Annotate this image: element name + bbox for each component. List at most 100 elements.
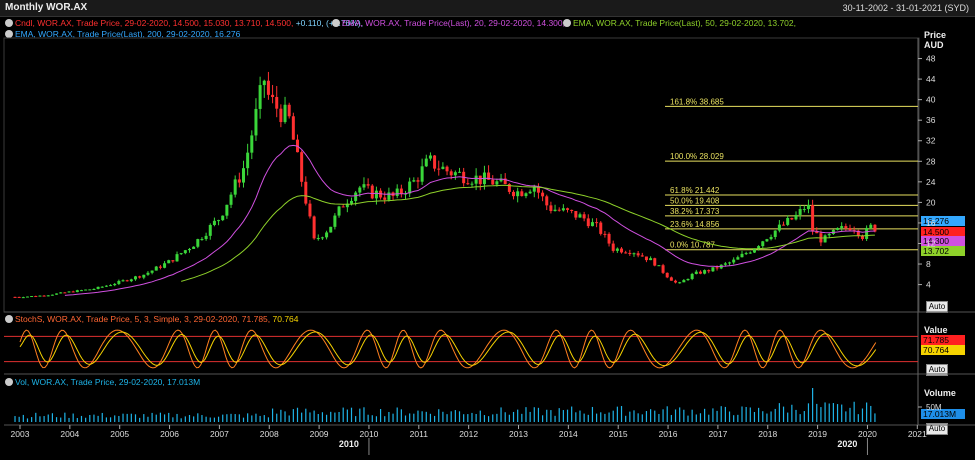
candle-body: [63, 292, 67, 294]
candle-body: [674, 280, 678, 283]
candle-body: [536, 186, 540, 193]
candle-body: [507, 184, 511, 192]
candle-body: [79, 290, 83, 292]
candle-body: [370, 185, 374, 199]
candle-body: [848, 228, 852, 231]
candle-body: [55, 293, 59, 295]
year-label: 2014: [559, 429, 578, 439]
candle-body: [150, 270, 154, 273]
candle-body: [757, 246, 761, 249]
decade-label: 2020: [837, 439, 857, 449]
stoch-k-line: [19, 329, 877, 369]
candle-body: [590, 222, 594, 227]
candle-body: [798, 209, 802, 215]
candle-body: [640, 255, 644, 257]
vol-legend-text: Vol, WOR.AX, Trade Price, 29-02-2020, 17…: [15, 377, 201, 387]
candle-body: [67, 291, 71, 293]
year-label: 2021: [908, 429, 927, 439]
candle-body: [88, 289, 92, 291]
candle-body: [624, 252, 628, 254]
candle-body: [615, 248, 619, 251]
date-range: 30-11-2002 - 31-01-2021 (SYD): [842, 3, 969, 13]
candle-body: [100, 286, 104, 288]
candle-body: [744, 253, 748, 255]
candle-body: [333, 215, 337, 227]
candle-body: [21, 297, 25, 299]
volume-tag: 17.013M: [921, 409, 965, 419]
candle-legend[interactable]: Cndl, WOR.AX, Trade Price, 29-02-2020, 1…: [5, 18, 363, 28]
year-label: 2019: [808, 429, 827, 439]
candle-body: [133, 276, 137, 280]
candle-body: [653, 258, 657, 266]
price-tick-label: 40: [926, 95, 936, 105]
ema50-line: [181, 184, 875, 282]
window-title-bar: Monthly WOR.AX 30-11-2002 - 31-01-2021 (…: [0, 0, 975, 17]
year-label: 2007: [210, 429, 229, 439]
candle-body: [304, 181, 308, 204]
legend-toggle-icon[interactable]: [332, 19, 340, 27]
candle-body: [541, 192, 545, 197]
ema50-legend-text: EMA, WOR.AX, Trade Price(Last), 50, 29-0…: [573, 18, 796, 28]
legend-toggle-icon[interactable]: [563, 19, 571, 27]
candle-body: [636, 253, 640, 256]
candle-body: [183, 250, 187, 254]
candle-body: [424, 158, 428, 167]
candle-body: [187, 248, 191, 251]
candle-body: [383, 197, 387, 200]
candle-body: [570, 209, 574, 211]
candle-body: [42, 295, 46, 297]
candle-body: [611, 243, 615, 251]
candle-body: [503, 178, 507, 185]
legend-toggle-icon[interactable]: [5, 378, 13, 386]
candle-body: [325, 232, 329, 238]
candle-body: [856, 230, 860, 236]
candle-body: [200, 239, 204, 241]
candle-body: [694, 271, 698, 274]
candle-body: [632, 253, 636, 255]
candle-body: [283, 104, 287, 123]
candle-body: [179, 253, 183, 255]
fib-label: 23.6% 14.856: [670, 220, 720, 229]
volume-auto-button[interactable]: Auto: [926, 423, 948, 435]
candle-body: [491, 179, 495, 185]
candle-body: [715, 267, 719, 269]
vol-legend[interactable]: Vol, WOR.AX, Trade Price, 29-02-2020, 17…: [5, 377, 200, 387]
year-label: 2003: [11, 429, 30, 439]
fib-label: 161.8% 38.685: [670, 97, 724, 106]
year-label: 2005: [110, 429, 129, 439]
candle-body: [258, 85, 262, 109]
ema20-legend[interactable]: EMA, WOR.AX, Trade Price(Last), 20, 29-0…: [332, 18, 565, 28]
candle-body: [291, 116, 295, 140]
year-label: 2010: [359, 429, 378, 439]
ema200-tag: 16.276: [921, 216, 965, 226]
candle-body: [865, 227, 869, 239]
candle-body: [46, 295, 50, 297]
candle-body: [433, 155, 437, 169]
price-tick-label: 48: [926, 54, 936, 64]
stoch-legend[interactable]: StochS, WOR.AX, Trade Price, 5, 3, Simpl…: [5, 314, 299, 324]
candle-body: [815, 231, 819, 234]
decade-label: 2010: [339, 439, 359, 449]
year-label: 2004: [60, 429, 79, 439]
ema200-legend[interactable]: EMA, WOR.AX, Trade Price(Last), 200, 29-…: [5, 29, 240, 39]
stoch-auto-button[interactable]: Auto: [926, 364, 948, 376]
legend-toggle-icon[interactable]: [5, 315, 13, 323]
legend-toggle-icon[interactable]: [5, 30, 13, 38]
candle-body: [408, 181, 412, 194]
candle-body: [117, 280, 121, 284]
candle-body: [732, 259, 736, 263]
volume-axis-title: Volume: [924, 388, 956, 398]
candle-body: [362, 184, 366, 188]
stoch-legend-text: StochS, WOR.AX, Trade Price, 5, 3, Simpl…: [15, 314, 271, 324]
price-tick-label: 44: [926, 74, 936, 84]
candle-body: [75, 290, 79, 293]
legend-toggle-icon[interactable]: [5, 19, 13, 27]
candle-body: [308, 203, 312, 217]
candle-body: [345, 203, 349, 208]
ema50-legend[interactable]: EMA, WOR.AX, Trade Price(Last), 50, 29-0…: [563, 18, 796, 28]
candle-body: [445, 166, 449, 172]
candle-body: [790, 217, 794, 220]
candle-body: [204, 235, 208, 240]
candle-body: [121, 280, 125, 282]
